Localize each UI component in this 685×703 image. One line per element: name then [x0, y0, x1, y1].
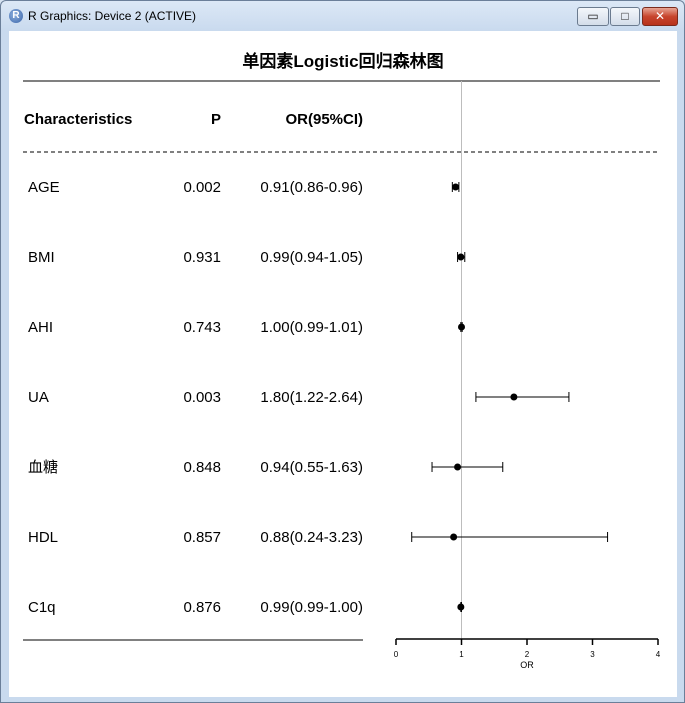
or-point	[457, 603, 465, 611]
x-tick-label: 3	[590, 650, 595, 659]
or-point	[454, 463, 462, 471]
close-button[interactable]: ✕	[642, 7, 678, 26]
or-point	[457, 253, 465, 261]
row-or-ci: 0.94(0.55-1.63)	[260, 459, 363, 476]
x-tick-label: 2	[525, 650, 530, 659]
row-p-value: 0.003	[183, 389, 221, 406]
minimize-button[interactable]: ▭	[577, 7, 609, 26]
row-characteristic: HDL	[28, 529, 58, 546]
header-p: P	[211, 111, 221, 128]
chart-title: 单因素Logistic回归森林图	[242, 51, 443, 71]
table-row: HDL 0.857 0.88(0.24-3.23)	[28, 529, 609, 546]
plot-canvas: 单因素Logistic回归森林图 Characteristics P OR(95…	[9, 31, 677, 697]
table-row: UA 0.003 1.80(1.22-2.64)	[28, 389, 570, 406]
x-tick-label: 0	[394, 650, 399, 659]
x-tick-label: 1	[459, 650, 464, 659]
maximize-icon: □	[621, 9, 629, 23]
row-characteristic: C1q	[28, 599, 56, 616]
x-tick-label: 4	[656, 650, 661, 659]
window-title: R Graphics: Device 2 (ACTIVE)	[28, 9, 197, 23]
x-axis-label: OR	[520, 660, 534, 670]
close-icon: ✕	[654, 9, 666, 23]
row-characteristic: AGE	[28, 179, 60, 196]
x-axis: 0 1 2 3 4 OR	[394, 638, 661, 670]
table-row: C1q 0.876 0.99(0.99-1.00)	[28, 599, 465, 616]
row-p-value: 0.002	[183, 179, 221, 196]
header-or-ci: OR(95%CI)	[285, 111, 363, 128]
row-characteristic: AHI	[28, 319, 53, 336]
table-row: AHI 0.743 1.00(0.99-1.01)	[28, 319, 465, 336]
row-or-ci: 0.91(0.86-0.96)	[260, 179, 363, 196]
minimize-icon: ▭	[587, 9, 599, 23]
header-characteristics: Characteristics	[24, 111, 132, 128]
row-or-ci: 0.88(0.24-3.23)	[260, 529, 363, 546]
table-rows: AGE 0.002 0.91(0.86-0.96) BMI 0.931 0.99(0.94…	[28, 179, 609, 616]
row-or-ci: 0.99(0.94-1.05)	[260, 249, 363, 266]
row-p-value: 0.848	[183, 459, 221, 476]
title-bar[interactable]: R R Graphics: Device 2 (ACTIVE) ▭ □ ✕	[1, 1, 684, 31]
table-row: BMI 0.931 0.99(0.94-1.05)	[28, 249, 466, 266]
row-p-value: 0.857	[183, 529, 221, 546]
forest-plot: 单因素Logistic回归森林图 Characteristics P OR(95…	[23, 51, 661, 670]
row-or-ci: 1.00(0.99-1.01)	[260, 319, 363, 336]
r-app-icon: R	[9, 9, 23, 23]
maximize-button[interactable]: □	[610, 7, 640, 26]
table-row: AGE 0.002 0.91(0.86-0.96)	[28, 179, 460, 196]
row-or-ci: 0.99(0.99-1.00)	[260, 599, 363, 616]
or-point	[450, 533, 458, 541]
or-point	[458, 323, 465, 331]
or-point	[452, 183, 460, 191]
table-row: 血糖 0.848 0.94(0.55-1.63)	[28, 459, 504, 476]
row-or-ci: 1.80(1.22-2.64)	[260, 389, 363, 406]
row-p-value: 0.743	[183, 319, 221, 336]
row-p-value: 0.876	[183, 599, 221, 616]
row-characteristic: BMI	[28, 249, 55, 266]
row-p-value: 0.931	[183, 249, 221, 266]
or-point	[510, 393, 518, 401]
row-characteristic: 血糖	[28, 459, 58, 476]
row-characteristic: UA	[28, 389, 49, 406]
